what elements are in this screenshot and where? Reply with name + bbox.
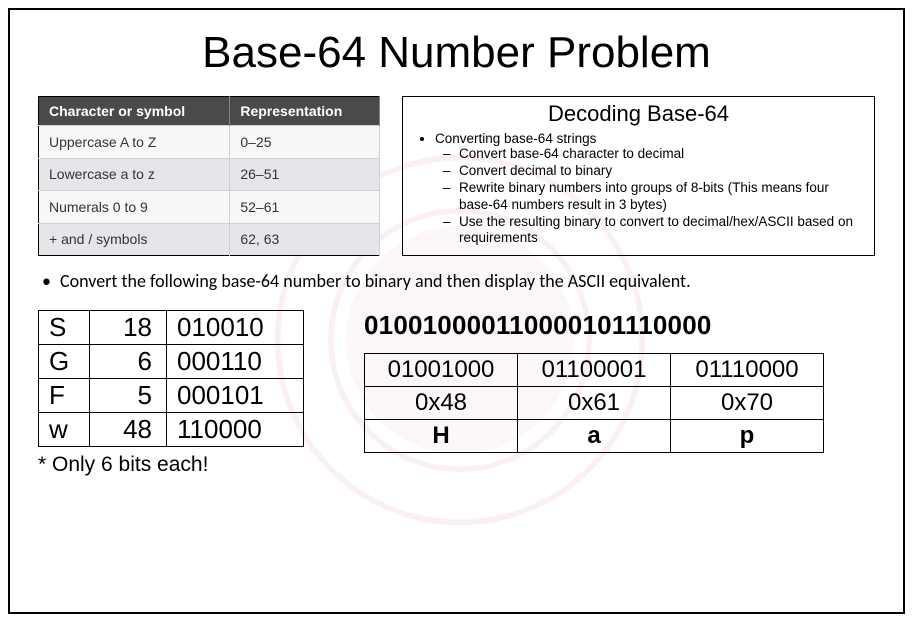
ascii-hex-row: 0x48 0x61 0x70 [365,387,824,420]
conv-char: G [39,345,90,379]
encoding-row: + and / symbols 62, 63 [39,223,380,256]
encoding-row: Lowercase a to z 26–51 [39,158,380,191]
footnote-text: * Only 6 bits each! [38,453,304,477]
ascii-hex: 0x48 [365,387,518,420]
ascii-table: 01001000 01100001 01110000 0x48 0x61 0x7… [364,353,824,453]
decoding-step: Convert base-64 character to decimal [459,146,860,163]
conv-bin: 010010 [167,311,304,345]
instruction-text: Convert the following base-64 number to … [38,270,875,292]
encoding-cell-range: 62, 63 [230,223,380,256]
binary-string: 010010000110000101110000 [364,310,875,341]
result-block: 010010000110000101110000 01001000 011000… [364,310,875,477]
encoding-cell-label: Numerals 0 to 9 [39,191,230,224]
conv-dec: 18 [90,311,167,345]
conv-dec: 6 [90,345,167,379]
decoding-box: Decoding Base-64 Converting base-64 stri… [402,96,875,256]
conversion-block: S 18 010010 G 6 000110 F 5 000101 [38,310,304,477]
decoding-step: Rewrite binary numbers into groups of 8-… [459,180,860,214]
ascii-char: H [365,420,518,453]
ascii-byte: 01001000 [365,354,518,387]
conversion-row: S 18 010010 [39,311,304,345]
slide-title: Base-64 Number Problem [38,28,875,78]
ascii-char: p [671,420,824,453]
decoding-bullet-text: Converting base-64 strings [435,131,596,146]
encoding-cell-range: 0–25 [230,126,380,159]
encoding-table: Character or symbol Representation Upper… [38,96,380,256]
ascii-byte: 01110000 [671,354,824,387]
ascii-byte: 01100001 [518,354,671,387]
encoding-cell-range: 26–51 [230,158,380,191]
encoding-cell-label: + and / symbols [39,223,230,256]
encoding-cell-range: 52–61 [230,191,380,224]
decoding-step: Use the resulting binary to convert to d… [459,214,860,248]
conv-char: w [39,413,90,447]
ascii-hex: 0x70 [671,387,824,420]
conv-char: F [39,379,90,413]
ascii-char-row: H a p [365,420,824,453]
decoding-step: Convert decimal to binary [459,163,860,180]
conv-dec: 48 [90,413,167,447]
conv-dec: 5 [90,379,167,413]
conversion-table: S 18 010010 G 6 000110 F 5 000101 [38,310,304,447]
ascii-hex: 0x61 [518,387,671,420]
ascii-char: a [518,420,671,453]
decoding-title: Decoding Base-64 [417,101,860,127]
decoding-bullet: Converting base-64 strings Convert base-… [435,131,860,247]
ascii-bytes-row: 01001000 01100001 01110000 [365,354,824,387]
conv-bin: 000110 [167,345,304,379]
encoding-row: Uppercase A to Z 0–25 [39,126,380,159]
encoding-header-rep: Representation [230,97,380,126]
conv-bin: 110000 [167,413,304,447]
encoding-cell-label: Lowercase a to z [39,158,230,191]
encoding-cell-label: Uppercase A to Z [39,126,230,159]
conv-bin: 000101 [167,379,304,413]
conv-char: S [39,311,90,345]
conversion-row: G 6 000110 [39,345,304,379]
conversion-row: w 48 110000 [39,413,304,447]
encoding-row: Numerals 0 to 9 52–61 [39,191,380,224]
conversion-row: F 5 000101 [39,379,304,413]
encoding-header-symbol: Character or symbol [39,97,230,126]
